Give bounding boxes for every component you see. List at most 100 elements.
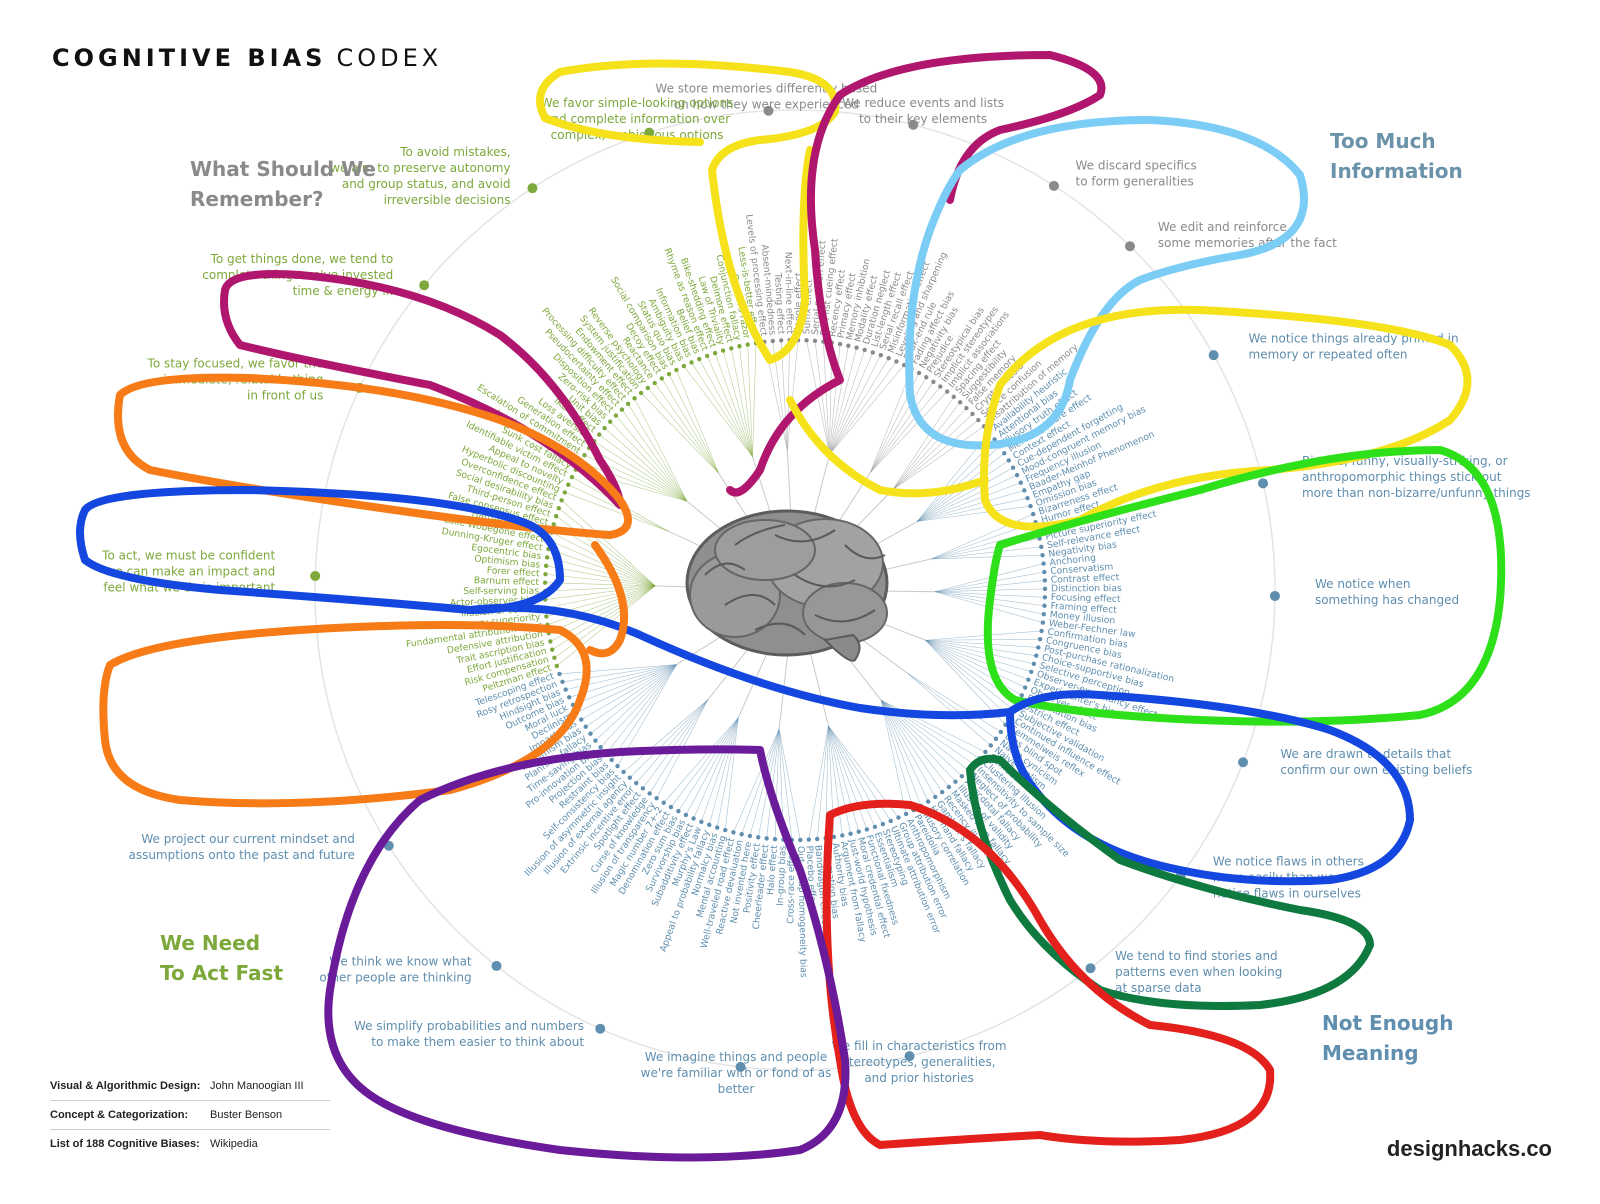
bias-dot bbox=[548, 639, 553, 644]
bias-dot bbox=[764, 836, 769, 841]
bias-dot bbox=[666, 371, 672, 377]
fan-line bbox=[547, 585, 656, 626]
bias-dot bbox=[731, 830, 736, 835]
fan-line bbox=[917, 490, 1025, 522]
fan-line bbox=[546, 565, 656, 587]
bias-dot bbox=[931, 379, 936, 385]
bias-label: Next-in-line effect bbox=[782, 252, 795, 335]
brand-mark[interactable]: designhacks.co bbox=[1386, 1136, 1552, 1161]
category-label-line: better bbox=[718, 1082, 755, 1096]
fan-line bbox=[714, 353, 753, 457]
page-title: COGNITIVE BIAS CODEX bbox=[52, 44, 442, 72]
category-label-line: we aim to preserve autonomy bbox=[330, 161, 510, 175]
fan-line bbox=[931, 546, 1042, 560]
bias-dot bbox=[933, 794, 938, 800]
fan-line bbox=[829, 345, 849, 455]
fan-line bbox=[548, 548, 656, 587]
fan-line bbox=[925, 638, 1041, 641]
bias-dot bbox=[1031, 661, 1037, 666]
category-label-line: other people are thinking bbox=[319, 971, 471, 985]
bias-label: Distinction bias bbox=[1051, 583, 1122, 594]
fan-line bbox=[870, 381, 934, 473]
bias-dot bbox=[707, 822, 712, 828]
category-node bbox=[595, 1023, 606, 1034]
fan-line bbox=[907, 673, 991, 746]
category-label-line: and prior histories bbox=[864, 1071, 974, 1085]
loop-orange-top bbox=[114, 373, 632, 539]
bias-dot bbox=[619, 407, 625, 412]
bias-dot bbox=[993, 736, 999, 741]
fan-line bbox=[907, 673, 997, 740]
category-label: We tend to find stories and patterns even… bbox=[1115, 949, 1282, 995]
category-label: We notice when something has changed bbox=[1315, 577, 1459, 607]
category-label-line: to form generalities bbox=[1076, 174, 1194, 188]
category-label-line: in front of us bbox=[247, 389, 323, 403]
fan-line bbox=[555, 515, 656, 587]
bias-dot bbox=[552, 655, 557, 661]
bias-dot bbox=[1041, 611, 1047, 617]
bias-dot bbox=[720, 348, 726, 353]
category-node bbox=[1238, 757, 1249, 768]
credits-panel: Visual & Algorithmic Design: John Manoogi… bbox=[50, 1072, 330, 1158]
fan-line bbox=[808, 725, 829, 840]
fan-line bbox=[581, 664, 677, 720]
category-label-line: to make them easier to think about bbox=[371, 1035, 584, 1049]
bias-dot bbox=[1002, 451, 1007, 456]
fan-line bbox=[925, 630, 1042, 641]
category-label-line: more than non-bizarre/unfunny things bbox=[1302, 486, 1531, 500]
fan-line bbox=[892, 402, 961, 490]
bias-dot bbox=[903, 811, 909, 817]
bias-dot bbox=[1042, 569, 1047, 575]
fan-line bbox=[828, 725, 860, 832]
category-label-line: We imagine things and people bbox=[645, 1050, 828, 1064]
fan-line bbox=[629, 699, 709, 778]
bias-dot bbox=[878, 352, 883, 358]
loop-blue-dark bbox=[76, 486, 1014, 720]
bias-dot bbox=[964, 405, 969, 411]
bias-dot bbox=[674, 367, 679, 373]
fan-line bbox=[925, 639, 1029, 681]
bias-dot bbox=[681, 363, 687, 369]
fan-line bbox=[595, 664, 677, 741]
bias-dot bbox=[1018, 480, 1023, 485]
fan-line bbox=[774, 729, 780, 840]
bias-dot bbox=[1034, 653, 1039, 658]
fan-line bbox=[724, 717, 739, 831]
category-node bbox=[1208, 350, 1219, 361]
category-label: To avoid mistakes, we aim to preserve aut… bbox=[330, 145, 510, 207]
bias-dot bbox=[691, 816, 696, 821]
bias-dot bbox=[976, 417, 981, 423]
category-label-line: We discard specifics bbox=[1076, 158, 1197, 172]
fan-line bbox=[663, 717, 739, 803]
bias-dot bbox=[1037, 637, 1043, 642]
bias-label: Conservatism bbox=[1050, 562, 1114, 578]
fan-line bbox=[590, 664, 677, 734]
fan-line bbox=[917, 497, 1028, 522]
category-node bbox=[1124, 241, 1135, 252]
category-node bbox=[763, 105, 774, 116]
loop-orange-bottom bbox=[99, 621, 591, 808]
fan-line bbox=[925, 639, 1039, 648]
fan-line bbox=[829, 355, 882, 455]
fan-line bbox=[780, 340, 788, 451]
bias-dot bbox=[562, 490, 568, 495]
bias-dot bbox=[729, 346, 734, 351]
bias-dot bbox=[772, 837, 778, 842]
credit-row: Concept & Categorization: Buster Benson bbox=[50, 1101, 330, 1130]
bias-label: Halo effect bbox=[765, 844, 780, 895]
bias-dot bbox=[953, 779, 958, 784]
quadrant-meaning-title: Not Enough Meaning bbox=[1322, 1011, 1453, 1065]
bias-dot bbox=[1025, 495, 1030, 501]
loop-purple bbox=[324, 745, 850, 1162]
category-node bbox=[527, 183, 538, 194]
fan-line bbox=[585, 664, 677, 727]
bias-dot bbox=[862, 347, 867, 353]
bias-dot bbox=[1019, 693, 1024, 698]
fan-line bbox=[654, 382, 719, 473]
bias-dot bbox=[652, 380, 657, 386]
fan-line bbox=[829, 349, 866, 455]
group-labels: We store memories differently based on ho… bbox=[101, 82, 1530, 1096]
fan-line bbox=[544, 585, 656, 592]
fan-line bbox=[828, 725, 868, 830]
